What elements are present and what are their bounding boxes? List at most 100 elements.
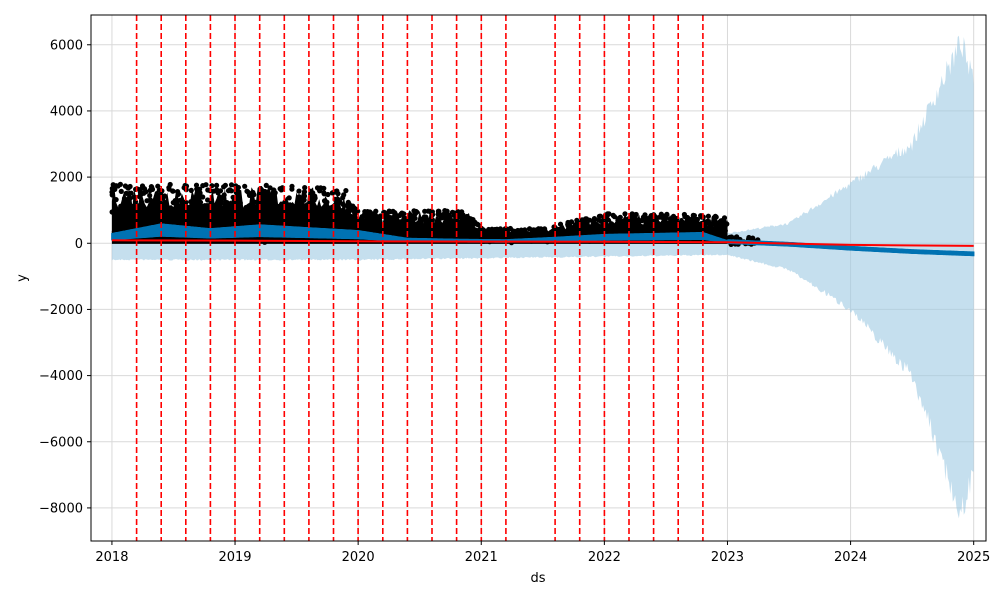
observed-point [705,218,711,224]
observed-point [263,182,269,188]
observed-point [211,188,217,194]
observed-point [200,183,206,189]
y-tick-label: −2000 [39,303,83,318]
observed-point [191,197,197,203]
observed-point [688,224,694,230]
observed-point [604,216,610,223]
observed-point [147,197,153,203]
observed-point [614,226,620,232]
observed-point [531,227,537,233]
observed-point [115,183,121,189]
observed-point [250,216,257,222]
x-tick-label: 2018 [95,550,128,565]
observed-point [568,231,574,237]
trend-line [111,239,974,247]
observed-point [147,192,153,199]
observed-point [444,208,450,214]
observed-point [556,232,562,238]
x-axis-label: ds [530,571,545,586]
observed-point [497,234,503,240]
observed-point [529,233,535,239]
observed-point [716,220,722,226]
observed-point [463,229,469,235]
observed-point [597,213,604,219]
observed-point [196,203,202,210]
y-tick-label: 0 [75,237,83,252]
observed-point [113,197,119,203]
observed-point [536,226,542,232]
observed-point [109,185,115,192]
observed-point [657,224,663,230]
observed-point [216,218,222,224]
observed-point [140,212,147,218]
observed-point [262,214,268,220]
observed-point [251,211,257,217]
observed-point [497,226,503,232]
observed-point [176,218,182,224]
observed-point [526,226,533,232]
observed-point [197,190,203,196]
observed-point [221,195,227,201]
observed-point [297,201,303,207]
observed-point [418,220,424,226]
observed-point [661,228,667,234]
observed-point [670,225,676,231]
x-tick-label: 2021 [465,550,498,565]
observed-point [594,226,600,232]
observed-point [358,222,364,229]
observed-point [370,211,376,217]
observed-point [412,210,418,217]
observed-point [670,213,677,219]
y-axis: −8000 −6000 −4000 −2000 0 2000 4000 6000 [39,38,91,516]
observed-point [467,224,473,230]
observed-point [598,226,604,232]
observed-point [244,217,250,223]
observed-point [120,220,126,226]
observed-point [137,189,143,196]
observed-point [222,182,228,188]
observed-point [118,188,124,194]
observed-point [221,205,227,211]
observed-point [214,182,220,188]
observed-point [445,228,451,235]
observed-point [266,218,272,224]
observed-point [340,207,346,213]
observed-point [622,211,628,217]
observed-point [140,205,146,211]
observed-point [641,227,647,233]
observed-point [721,215,728,221]
x-tick-label: 2022 [588,550,621,565]
y-axis-label: y [15,274,30,282]
observed-point [275,209,282,215]
observed-point [663,215,669,221]
observed-point [171,200,178,206]
y-tick-label: 4000 [50,104,83,119]
observed-point [579,219,585,225]
observed-point [394,213,400,220]
observed-point [520,230,526,236]
observed-point [677,222,684,228]
observed-point [574,220,580,226]
observed-point [166,206,172,212]
observed-point [175,210,181,216]
observed-point [242,183,248,189]
changepoint-lines [135,15,704,541]
observed-point [340,215,346,221]
observed-point [387,223,393,229]
observed-point [234,212,240,219]
y-tick-label: 2000 [50,171,83,186]
observed-point [180,206,187,213]
observed-point [143,219,149,225]
observed-point [353,210,359,216]
observed-point [644,220,650,226]
observed-point [149,209,155,215]
observed-point [727,234,733,240]
observed-point [724,221,730,227]
observed-point [691,227,697,234]
observed-point [609,228,616,234]
observed-point [118,203,124,209]
observed-point [155,183,161,189]
observed-point [310,198,316,205]
observed-point [422,208,428,214]
observed-point [139,183,146,189]
